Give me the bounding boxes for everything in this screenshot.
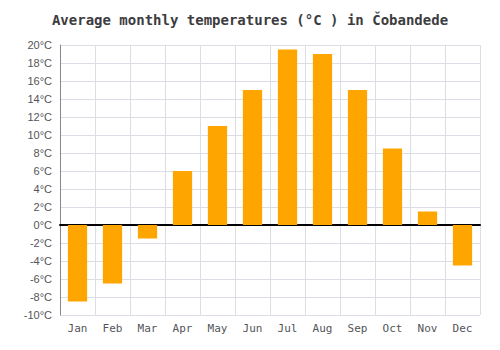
svg-text:Mar: Mar (138, 322, 158, 335)
svg-text:20°C: 20°C (27, 39, 52, 51)
svg-text:-4°C: -4°C (30, 255, 52, 267)
svg-text:0°C: 0°C (34, 219, 53, 231)
svg-text:Apr: Apr (173, 322, 193, 335)
svg-text:Nov: Nov (418, 322, 438, 335)
svg-text:May: May (208, 322, 228, 335)
svg-text:Oct: Oct (383, 322, 403, 335)
svg-text:12°C: 12°C (27, 111, 52, 123)
svg-text:-6°C: -6°C (30, 273, 52, 285)
svg-text:-10°C: -10°C (24, 309, 52, 321)
svg-text:Sep: Sep (348, 322, 368, 335)
svg-text:-2°C: -2°C (30, 237, 52, 249)
svg-text:Average monthly temperatures (: Average monthly temperatures (°C ) in Čo… (52, 11, 448, 28)
svg-text:8°C: 8°C (34, 147, 53, 159)
svg-text:2°C: 2°C (34, 201, 53, 213)
svg-text:4°C: 4°C (34, 183, 53, 195)
svg-text:Jul: Jul (278, 322, 298, 335)
svg-text:Feb: Feb (103, 322, 123, 335)
svg-text:16°C: 16°C (27, 75, 52, 87)
svg-text:18°C: 18°C (27, 57, 52, 69)
svg-text:Jan: Jan (68, 322, 88, 335)
svg-text:Aug: Aug (313, 322, 333, 335)
svg-text:10°C: 10°C (27, 129, 52, 141)
svg-text:Jun: Jun (243, 322, 263, 335)
svg-text:Dec: Dec (453, 322, 473, 335)
svg-text:14°C: 14°C (27, 93, 52, 105)
svg-text:6°C: 6°C (34, 165, 53, 177)
svg-text:-8°C: -8°C (30, 291, 52, 303)
